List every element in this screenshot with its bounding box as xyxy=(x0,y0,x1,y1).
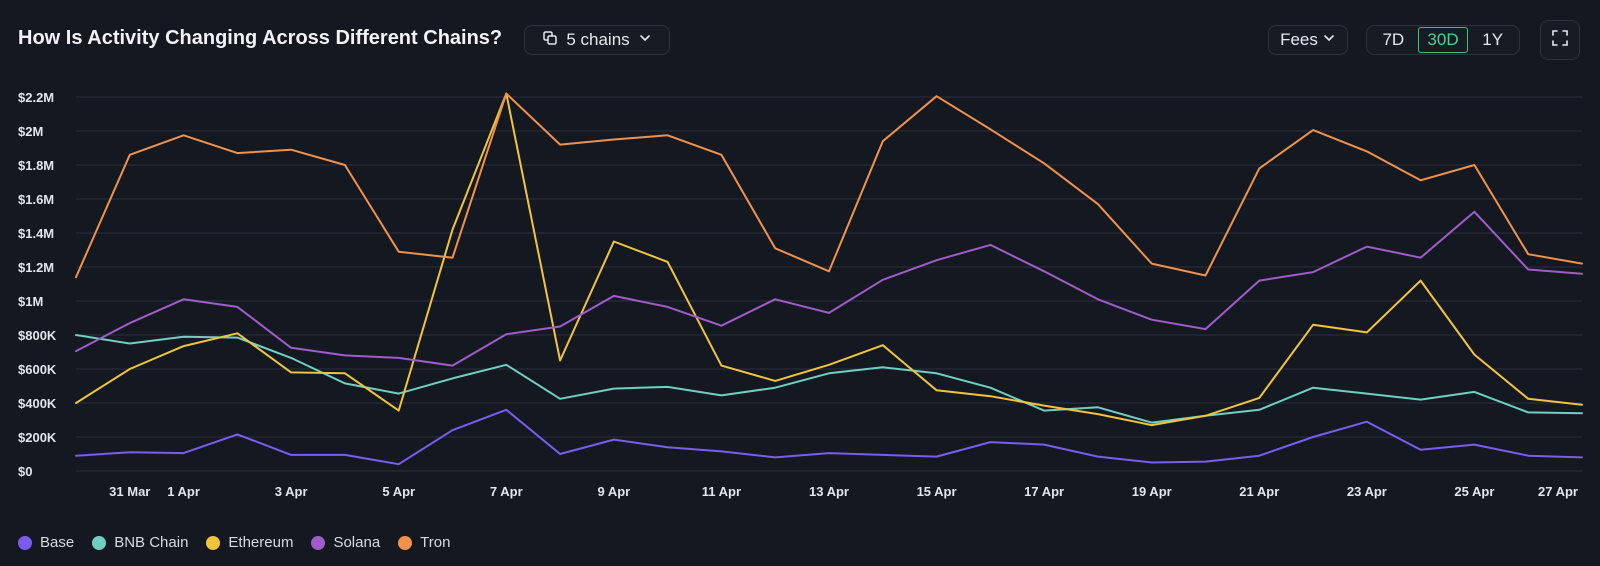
x-tick-label: 21 Apr xyxy=(1239,484,1279,499)
metric-selector-button[interactable]: Fees xyxy=(1268,25,1348,55)
y-tick-label: $400K xyxy=(18,396,57,411)
legend-swatch xyxy=(398,535,413,550)
metric-selector-label: Fees xyxy=(1280,30,1318,49)
y-tick-label: $0 xyxy=(18,464,32,479)
y-tick-label: $200K xyxy=(18,430,57,445)
fullscreen-button[interactable] xyxy=(1540,20,1580,60)
x-tick-label: 15 Apr xyxy=(917,484,957,499)
y-tick-label: $1M xyxy=(18,294,43,309)
legend-item-bnb-chain[interactable]: BNB Chain xyxy=(92,534,188,551)
legend-item-ethereum[interactable]: Ethereum xyxy=(206,534,293,551)
series-line-ethereum[interactable] xyxy=(75,92,1583,427)
series-line-tron[interactable] xyxy=(75,92,1583,279)
legend-swatch xyxy=(18,535,32,550)
x-tick-label: 5 Apr xyxy=(382,484,415,499)
series-line-bnb-chain[interactable] xyxy=(75,334,1583,424)
y-tick-label: $2M xyxy=(18,124,43,139)
chart-legend: Base BNB Chain Ethereum Solana Tron xyxy=(18,534,450,551)
x-tick-label: 11 Apr xyxy=(702,484,741,499)
legend-swatch xyxy=(206,535,221,550)
x-tick-label: 27 Apr xyxy=(1538,484,1578,499)
chevron-down-icon xyxy=(638,30,652,50)
x-tick-label: 3 Apr xyxy=(275,484,308,499)
line-chart: $0 $200K $400K $600K $800K $1M $1.2M $1.4M $1.6M… xyxy=(18,90,1583,499)
x-tick-label: 31 Mar xyxy=(109,484,150,499)
legend-swatch xyxy=(92,535,107,550)
legend-label: Tron xyxy=(420,534,451,551)
time-range-toggle: 7D 30D 1Y xyxy=(1366,25,1520,55)
expand-icon xyxy=(1551,29,1569,52)
y-tick-label: $600K xyxy=(18,362,57,377)
x-tick-label: 9 Apr xyxy=(597,484,630,499)
legend-item-solana[interactable]: Solana xyxy=(311,534,380,551)
range-30d-button[interactable]: 30D xyxy=(1417,27,1469,53)
y-tick-label: $1.2M xyxy=(18,260,54,275)
page-title: How Is Activity Changing Across Differen… xyxy=(18,27,503,49)
legend-item-base[interactable]: Base xyxy=(18,534,74,551)
legend-label: Solana xyxy=(333,534,381,551)
legend-label: BNB Chain xyxy=(114,534,189,551)
chevron-down-icon xyxy=(1322,30,1336,50)
y-tick-label: $2.2M xyxy=(18,90,54,105)
x-tick-label: 25 Apr xyxy=(1454,484,1494,499)
y-tick-label: $1.4M xyxy=(18,226,54,241)
legend-item-tron[interactable]: Tron xyxy=(398,534,450,551)
series-line-solana[interactable] xyxy=(75,210,1583,367)
layers-icon xyxy=(542,30,558,51)
series-line-base[interactable] xyxy=(75,408,1583,466)
x-tick-label: 17 Apr xyxy=(1024,484,1064,499)
range-7d-button[interactable]: 7D xyxy=(1382,30,1405,49)
x-tick-label: 1 Apr xyxy=(167,484,200,499)
legend-swatch xyxy=(311,535,326,550)
x-tick-label: 7 Apr xyxy=(490,484,523,499)
y-tick-label: $1.6M xyxy=(18,192,54,207)
y-tick-label: $800K xyxy=(18,328,57,343)
chains-selector-label: 5 chains xyxy=(566,30,630,49)
x-tick-label: 13 Apr xyxy=(809,484,849,499)
legend-label: Ethereum xyxy=(228,534,294,551)
x-tick-label: 23 Apr xyxy=(1347,484,1387,499)
y-tick-label: $1.8M xyxy=(18,158,54,173)
chart-header: How Is Activity Changing Across Differen… xyxy=(0,0,1600,80)
x-tick-label: 19 Apr xyxy=(1132,484,1172,499)
chains-selector-button[interactable]: 5 chains xyxy=(524,25,670,55)
legend-label: Base xyxy=(40,534,75,551)
range-1y-button[interactable]: 1Y xyxy=(1482,30,1504,49)
